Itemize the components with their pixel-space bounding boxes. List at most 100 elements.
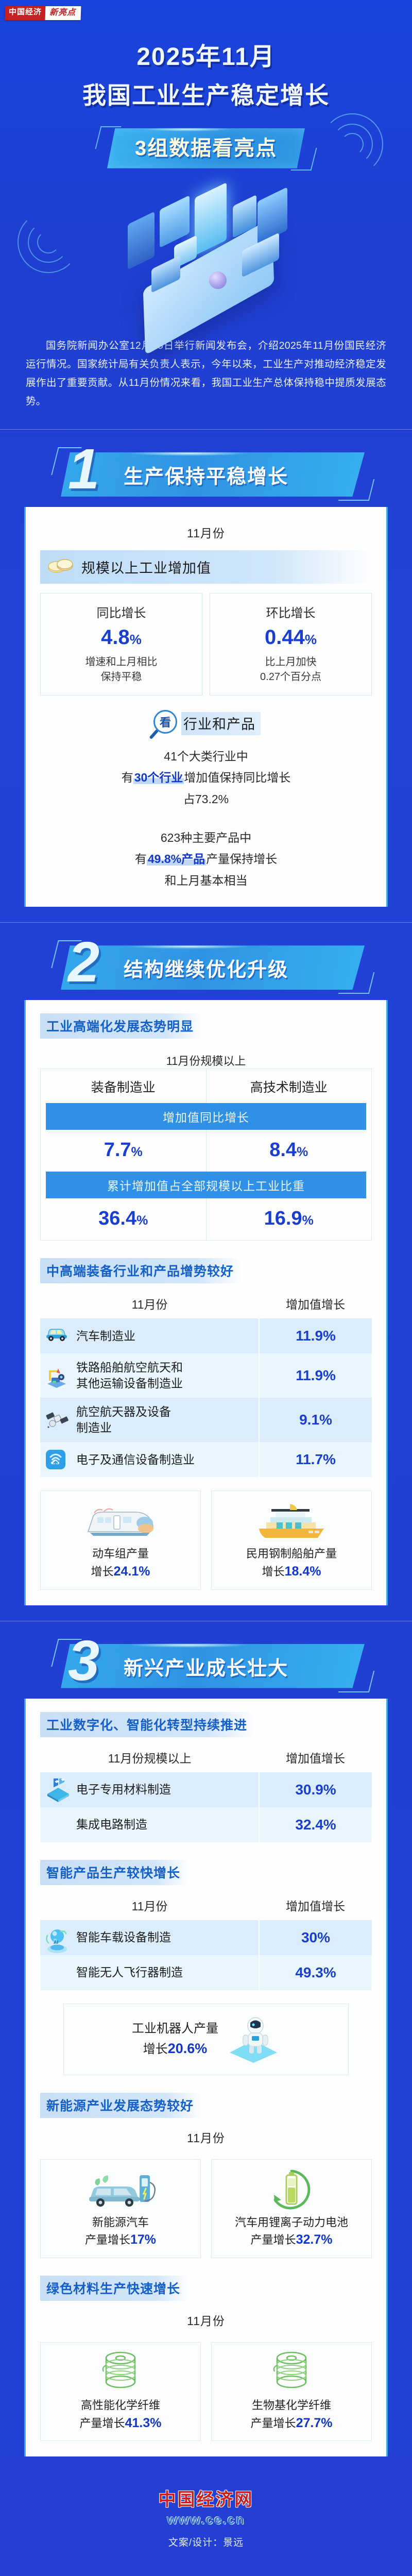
s3b-row-2-value: 49.3% xyxy=(259,1955,372,1990)
s2a-band: 工业高端化发展态势明显 xyxy=(40,1013,202,1039)
fiber-spool-icon xyxy=(216,2350,367,2397)
s2b-pair-train-caption: 动车组产量 增长24.1% xyxy=(91,1547,150,1579)
section-3-header: 3 新兴产业成长壮大 xyxy=(0,1630,412,1698)
s2a-values-1: 7.7% 8.4% xyxy=(41,1130,371,1172)
s2b-row-2-value: 11.9% xyxy=(259,1353,372,1398)
section-2-number: 2 xyxy=(68,930,100,994)
section-bracket-right-icon xyxy=(338,972,375,994)
s2a-value-2-1: 36.4% xyxy=(98,1208,148,1230)
s1-fact-1-tail: 占73.2% xyxy=(183,792,229,806)
s2b-pair-ship: 民用钢制船舶产量 增长18.4% xyxy=(211,1490,372,1590)
s2b-row-2-name: 铁路船舶航空航天和 其他运输设备制造业 xyxy=(76,1361,183,1391)
s1-band: 规模以上工业增加值 xyxy=(40,550,372,584)
divider-1 xyxy=(0,429,412,430)
hero-subtitle-banner: 3组数据看亮点 xyxy=(95,125,317,172)
card-edge-left xyxy=(24,1698,26,2456)
card-edge-left xyxy=(24,506,26,907)
signal-rings-left-icon xyxy=(12,206,90,283)
site-url: www.ce.cn xyxy=(167,2511,245,2527)
s1-stat-yoy: 同比增长 4.8% 增速和上月相比 保持平稳 xyxy=(40,592,202,696)
s2a-values-2: 36.4% 16.9% xyxy=(41,1198,371,1241)
table-row: 电子专用材料制造 30.9% xyxy=(40,1770,372,1807)
fiber-spool-icon xyxy=(45,2350,196,2397)
iso-building-2-icon xyxy=(160,195,190,248)
s2b-band: 中高端装备行业和产品增势较好 xyxy=(40,1258,243,1284)
s2b-row-4-value: 11.7% xyxy=(259,1442,372,1478)
s3c-pair-battery-caption: 汽车用锂离子动力电池 产量增长32.7% xyxy=(234,2215,348,2247)
ship-icon xyxy=(216,1498,367,1546)
s2a-col-2: 高技术制造业 xyxy=(205,1069,372,1104)
s2a-banner-2: 累计增加值占全部规模以上工业比重 xyxy=(46,1172,366,1199)
s2a-value-1-2: 8.4% xyxy=(205,1130,372,1172)
s3b-col-header-value: 增加值增长 xyxy=(286,1899,346,1913)
chip-icon xyxy=(44,1770,69,1802)
s3d-band: 绿色材料生产快速增长 xyxy=(40,2275,189,2301)
card-edge-left xyxy=(24,1000,26,1605)
table-row: AI 智能车载设备制造 30% xyxy=(40,1920,372,1955)
section-bracket-right-icon xyxy=(338,1670,375,1692)
section-2-bar xyxy=(61,945,365,990)
s3d-pair-hp-fiber: 高性能化学纤维 产量增长41.3% xyxy=(40,2342,201,2441)
s2b-row-4-name: 电子及通信设备制造业 xyxy=(76,1452,195,1466)
section-3-title: 新兴产业成长壮大 xyxy=(124,1657,289,1680)
s3a-row-2-value: 32.4% xyxy=(259,1807,372,1842)
s2b-band-title: 中高端装备行业和产品增势较好 xyxy=(46,1264,234,1279)
s3a-row-1-value: 30.9% xyxy=(259,1772,372,1807)
wifi-cloud-icon xyxy=(44,1448,69,1471)
s3c-pair-ev-caption: 新能源汽车 产量增长17% xyxy=(84,2215,157,2247)
train-icon xyxy=(45,1498,196,1546)
table-row: 汽车制造业 11.9% xyxy=(40,1318,372,1354)
s1-look-row: 看 行业和产品 xyxy=(40,709,372,740)
divider-2 xyxy=(0,922,412,923)
s1-fact-2-main: 有49.8%产品产量保持增长 xyxy=(134,852,278,866)
s2a-caption: 11月份规模以上 xyxy=(166,1055,246,1068)
magnifier-char: 看 xyxy=(153,709,177,734)
s2b-col-header-name: 11月份 xyxy=(131,1298,168,1312)
s3b-robot-caption: 工业机器人产量 增长20.6% xyxy=(131,2021,218,2056)
s3b-robot-box: 工业机器人产量 增长20.6% xyxy=(63,2003,349,2075)
s3a-col-header-name: 11月份规模以上 xyxy=(108,1751,192,1765)
brand-white-label: 新亮点 xyxy=(45,6,81,20)
s3c-pair-ev: 新能源汽车 产量增长17% xyxy=(40,2159,201,2258)
s3b-col-header-name: 11月份 xyxy=(131,1899,168,1913)
banner-fill xyxy=(107,128,305,168)
iso-building-3-icon xyxy=(195,182,227,256)
hero-title-line1: 2025年11月 xyxy=(136,43,276,71)
table-row: 航空航天器及设备 制造业 9.1% xyxy=(40,1398,372,1443)
s2b-table-header: 11月份 增加值增长 xyxy=(40,1291,372,1318)
s3b-table: 11月份 增加值增长 xyxy=(40,1892,372,1990)
s1-band-title: 规模以上工业增加值 xyxy=(81,560,211,576)
section-2-card: 工业高端化发展态势明显 11月份规模以上 装备制造业 高技术制造业 增加值同比增… xyxy=(24,1000,388,1605)
smart-city-illustration xyxy=(88,176,324,355)
coins-icon xyxy=(47,555,75,579)
card-edge-right xyxy=(386,506,388,907)
satellite-icon xyxy=(44,1409,69,1431)
s3a-row-1-name: 电子专用材料制造 xyxy=(76,1782,171,1796)
s3b-band-title: 智能产品生产较快增长 xyxy=(46,1866,181,1880)
intro-paragraph: 国务院新闻办公室12月15日举行新闻发布会，介绍2025年11月份国民经济运行情… xyxy=(26,340,386,407)
section-3-card: 工业数字化、智能化转型持续推进 11月份规模以上 增加值增长 xyxy=(24,1698,388,2456)
s3c-month-label: 11月份 xyxy=(187,2131,225,2145)
hero-subtitle: 3组数据看亮点 xyxy=(134,137,278,160)
section-3-number: 3 xyxy=(68,1629,100,1692)
magnifier-icon: 看 xyxy=(149,709,181,740)
s2b-pair-train: 动车组产量 增长24.1% xyxy=(40,1490,201,1590)
s3d-pair-bio-fiber: 生物基化学纤维 产量增长27.7% xyxy=(211,2342,372,2441)
ev-charging-icon xyxy=(45,2167,196,2214)
s1-stat-mom: 环比增长 0.44% 比上月加快 0.27个百分点 xyxy=(210,592,372,696)
s3d-pair-bio-fiber-caption: 生物基化学纤维 产量增长27.7% xyxy=(250,2398,333,2430)
section-1-card: 11月份 规模以上工业增加值 同比增长 4.8% 增速和上月相比 保持平稳 环比… xyxy=(24,506,388,907)
s2b-table: 11月份 增加值增长 xyxy=(40,1291,372,1478)
s2b-row-3-value: 9.1% xyxy=(259,1398,372,1443)
s1-stat-yoy-note: 增速和上月相比 保持平稳 xyxy=(85,656,158,683)
signal-rings-right-icon xyxy=(311,103,393,185)
s1-stat-yoy-label: 同比增长 xyxy=(96,606,146,620)
s3d-pair-hp-fiber-caption: 高性能化学纤维 产量增长41.3% xyxy=(79,2398,162,2430)
s3a-table-header: 11月份规模以上 增加值增长 xyxy=(40,1744,372,1772)
s2b-row-1-value: 11.9% xyxy=(259,1318,372,1354)
s3c-band-title: 新能源产业发展态势较好 xyxy=(46,2098,194,2113)
s2b-row-1-name: 汽车制造业 xyxy=(76,1329,135,1343)
s2a-columns: 装备制造业 高技术制造业 xyxy=(41,1069,372,1104)
robot-icon xyxy=(224,2013,280,2065)
